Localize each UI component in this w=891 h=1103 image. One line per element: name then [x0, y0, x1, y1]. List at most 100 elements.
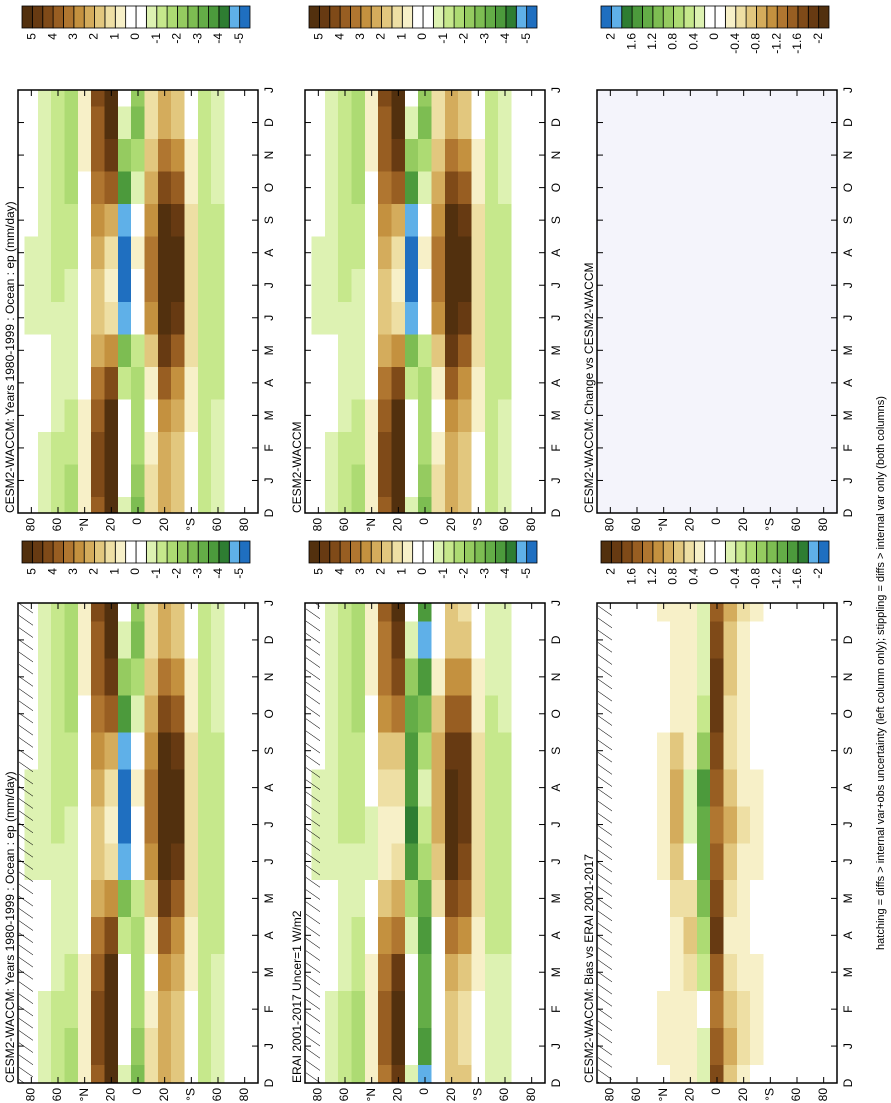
cell — [723, 990, 738, 1028]
colorbar-box — [422, 5, 434, 29]
cell — [511, 1064, 526, 1084]
cell — [418, 916, 432, 955]
cell — [790, 658, 804, 696]
cell — [471, 805, 486, 844]
cell — [404, 1064, 419, 1084]
colorbar-label: -3 — [477, 33, 491, 44]
colorbar-box — [797, 540, 809, 564]
cell — [64, 106, 79, 140]
colorbar-box — [797, 5, 809, 29]
colorbar-box — [505, 540, 517, 564]
cell — [144, 990, 159, 1028]
cell — [117, 496, 132, 514]
colorbar-box — [642, 5, 654, 29]
cell — [378, 268, 392, 302]
colorbar-label: 0.4 — [686, 33, 700, 50]
colorbar-box — [704, 540, 716, 564]
cell — [51, 879, 65, 918]
cell — [378, 106, 392, 140]
cell — [351, 431, 366, 465]
cell — [683, 842, 698, 881]
cell — [364, 301, 379, 335]
cell — [524, 463, 539, 497]
cell — [184, 731, 199, 770]
cell — [696, 658, 711, 696]
y-tick-label: 60 — [210, 1088, 224, 1102]
y-tick-label: 60 — [497, 518, 511, 532]
cell — [484, 805, 499, 844]
x-tick-label: M — [262, 967, 276, 977]
cell — [351, 496, 366, 514]
cell — [64, 621, 79, 659]
cell — [211, 658, 225, 696]
x-tick-label: M — [549, 967, 563, 977]
cell — [237, 621, 252, 659]
cell — [104, 203, 119, 237]
cell — [458, 1064, 472, 1084]
cell — [776, 953, 791, 991]
x-tick-label: M — [262, 345, 276, 355]
cell — [656, 842, 671, 881]
cell — [418, 768, 432, 807]
colorbar-box — [350, 5, 362, 29]
cell — [171, 1027, 185, 1065]
panel-title: CESM2-WACCM: Years 1980-1999 : Ocean : e… — [3, 201, 17, 513]
colorbar-label: -2 — [811, 568, 825, 579]
y-tick-label: 0 — [709, 1088, 723, 1095]
cell — [524, 236, 539, 270]
cell — [458, 805, 472, 844]
cell — [418, 171, 432, 205]
cell — [197, 333, 212, 367]
colorbar-label: 5 — [312, 568, 326, 575]
cell — [311, 138, 326, 172]
cell — [104, 731, 119, 770]
cell — [763, 805, 778, 844]
cell — [211, 953, 225, 991]
cell — [444, 916, 459, 955]
cell — [117, 879, 132, 918]
colorbar-box — [652, 5, 664, 29]
cell — [338, 301, 352, 335]
colorbar-box — [474, 5, 486, 29]
cell — [803, 621, 818, 659]
cell — [498, 366, 512, 400]
cell — [498, 842, 512, 881]
cell — [458, 842, 472, 881]
colorbar-label: 1.2 — [645, 33, 659, 50]
cell — [378, 842, 392, 881]
x-tick-label: D — [841, 1078, 855, 1087]
cell — [324, 171, 339, 205]
x-tick-label: F — [549, 1005, 563, 1012]
cell — [171, 953, 185, 991]
cell — [211, 695, 225, 733]
cell — [710, 842, 724, 881]
cell — [364, 431, 379, 465]
y-tick-label: 20 — [683, 518, 697, 532]
cell — [511, 1027, 526, 1065]
cell — [91, 658, 105, 696]
colorbar-label: 2 — [87, 568, 101, 575]
cell — [418, 953, 432, 991]
cell — [131, 463, 145, 497]
cell — [224, 916, 239, 955]
y-tick-label: 60 — [50, 518, 64, 532]
cell — [683, 990, 698, 1028]
cell — [91, 366, 105, 400]
cell — [418, 398, 432, 432]
cell — [364, 171, 379, 205]
y-tick-label: °N — [656, 518, 670, 531]
cell — [104, 621, 119, 659]
cell — [484, 89, 499, 107]
cell — [51, 366, 65, 400]
cell — [131, 990, 145, 1028]
cell — [324, 621, 339, 659]
cell — [351, 658, 366, 696]
cell — [364, 879, 379, 918]
cell — [444, 268, 459, 302]
cell — [524, 1027, 539, 1065]
y-tick-label: °N — [364, 1088, 378, 1101]
cell — [670, 768, 684, 807]
x-tick-label: F — [262, 1005, 276, 1012]
cell — [64, 916, 79, 955]
colorbar-box — [370, 5, 382, 29]
